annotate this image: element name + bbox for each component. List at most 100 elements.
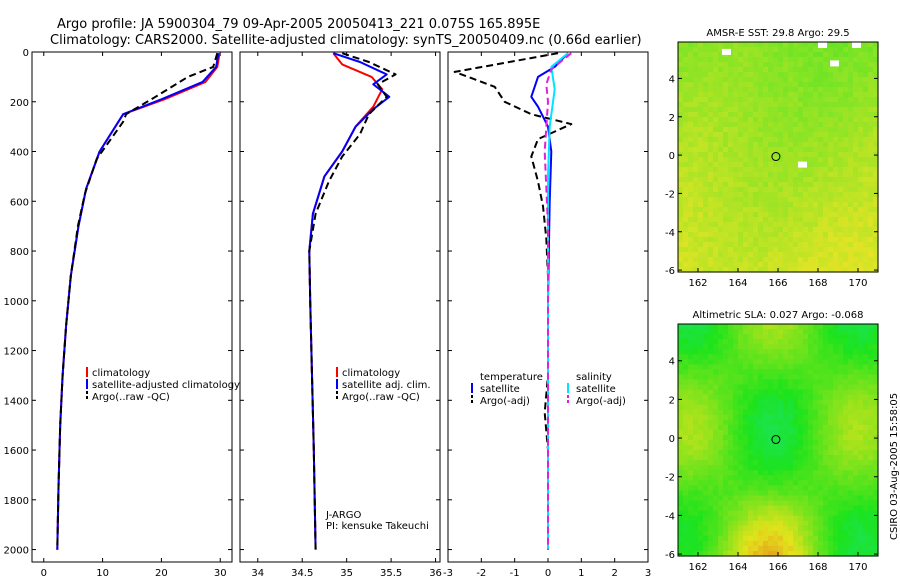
heatmap-cell xyxy=(818,247,824,253)
heatmap-cell xyxy=(778,475,784,481)
heatmap-cell xyxy=(738,87,744,93)
heatmap-cell xyxy=(853,460,859,466)
heatmap-cell xyxy=(683,434,689,441)
heatmap-cell xyxy=(853,57,859,63)
heatmap-cell xyxy=(708,515,714,522)
heatmap-cell xyxy=(868,182,874,188)
heatmap-cell xyxy=(848,490,854,497)
heatmap-cell xyxy=(748,329,754,335)
heatmap-cell xyxy=(768,92,774,98)
heatmap-cell xyxy=(823,112,829,118)
heatmap-cell xyxy=(833,72,839,78)
heatmap-cell xyxy=(698,455,704,461)
heatmap-cell xyxy=(783,485,789,492)
heatmap-cell xyxy=(863,515,869,522)
heatmap-cell xyxy=(848,535,854,542)
heatmap-cell xyxy=(778,389,784,396)
heatmap-cell xyxy=(693,247,699,253)
heatmap-cell xyxy=(863,364,869,370)
heatmap-cell xyxy=(683,460,689,466)
heatmap-cell xyxy=(768,404,774,411)
heatmap-cell xyxy=(698,424,704,431)
heatmap-cell xyxy=(823,475,829,481)
heatmap-cell xyxy=(798,187,804,193)
heatmap-cell xyxy=(783,545,789,552)
heatmap-cell xyxy=(698,192,704,198)
heatmap-cell xyxy=(748,207,754,213)
heatmap-cell xyxy=(783,369,789,376)
heatmap-cell xyxy=(753,167,759,173)
heatmap-cell xyxy=(748,399,754,406)
heatmap-cell xyxy=(838,404,844,411)
heatmap-cell xyxy=(728,520,734,527)
heatmap-cell xyxy=(868,157,874,163)
heatmap-cell xyxy=(828,82,834,88)
heatmap-cell xyxy=(693,505,699,512)
heatmap-cell xyxy=(848,57,854,63)
heatmap-cell xyxy=(808,167,814,173)
heatmap-cell xyxy=(748,62,754,68)
heatmap-cell xyxy=(798,334,804,340)
heatmap-cell xyxy=(818,545,824,552)
heatmap-cell xyxy=(743,202,749,208)
heatmap-cell xyxy=(773,257,779,263)
heatmap-cell xyxy=(708,354,714,360)
heatmap-cell xyxy=(808,187,814,193)
heatmap-cell xyxy=(838,177,844,183)
heatmap-cell xyxy=(678,182,684,188)
heatmap-cell xyxy=(793,364,799,370)
heatmap-cell xyxy=(678,132,684,138)
heatmap-cell xyxy=(803,232,809,238)
heatmap-cell xyxy=(758,465,764,471)
heatmap-cell xyxy=(698,324,704,330)
heatmap-cell xyxy=(803,349,809,355)
heatmap-cell xyxy=(753,127,759,133)
heatmap-cell xyxy=(763,162,769,168)
heatmap-cell xyxy=(713,192,719,198)
heatmap-cell xyxy=(703,384,709,391)
heatmap-cell xyxy=(823,339,829,345)
heatmap-cell xyxy=(833,77,839,83)
heatmap-cell xyxy=(843,87,849,93)
heatmap-cell xyxy=(773,227,779,233)
heatmap-cell xyxy=(683,192,689,198)
heatmap-cell xyxy=(688,247,694,253)
heatmap-cell xyxy=(833,329,839,335)
heatmap-cell xyxy=(848,530,854,537)
heatmap-cell xyxy=(738,172,744,178)
heatmap-cell xyxy=(743,445,749,451)
heatmap-cell xyxy=(758,182,764,188)
heatmap-cell xyxy=(723,525,729,532)
heatmap-cell xyxy=(803,172,809,178)
heatmap-cell xyxy=(843,262,849,268)
heatmap-cell xyxy=(723,394,729,401)
heatmap-cell xyxy=(873,480,879,486)
heatmap-cell xyxy=(853,52,859,58)
heatmap-cell xyxy=(758,112,764,118)
heatmap-cell xyxy=(678,344,684,350)
heatmap-cell xyxy=(763,197,769,203)
heatmap-cell xyxy=(678,500,684,507)
heatmap-cell xyxy=(698,369,704,376)
heatmap-cell xyxy=(848,364,854,370)
heatmap-cell xyxy=(698,247,704,253)
heatmap-cell xyxy=(843,122,849,128)
heatmap-cell xyxy=(833,419,839,426)
heatmap-cell xyxy=(698,82,704,88)
heatmap-cell xyxy=(863,535,869,542)
heatmap-cell xyxy=(853,192,859,198)
heatmap-cell xyxy=(848,197,854,203)
heatmap-cell xyxy=(813,505,819,512)
heatmap-cell xyxy=(823,247,829,253)
heatmap-cell xyxy=(838,107,844,113)
heatmap-cell xyxy=(783,550,789,557)
heatmap-cell xyxy=(873,112,879,118)
heatmap-cell xyxy=(758,227,764,233)
heatmap-cell xyxy=(838,207,844,213)
heatmap-cell xyxy=(848,267,854,273)
legend-group-title: temperature xyxy=(480,372,543,383)
heatmap-cell xyxy=(718,349,724,355)
heatmap-cell xyxy=(793,247,799,253)
heatmap-cell xyxy=(793,520,799,527)
heatmap-cell xyxy=(723,480,729,486)
